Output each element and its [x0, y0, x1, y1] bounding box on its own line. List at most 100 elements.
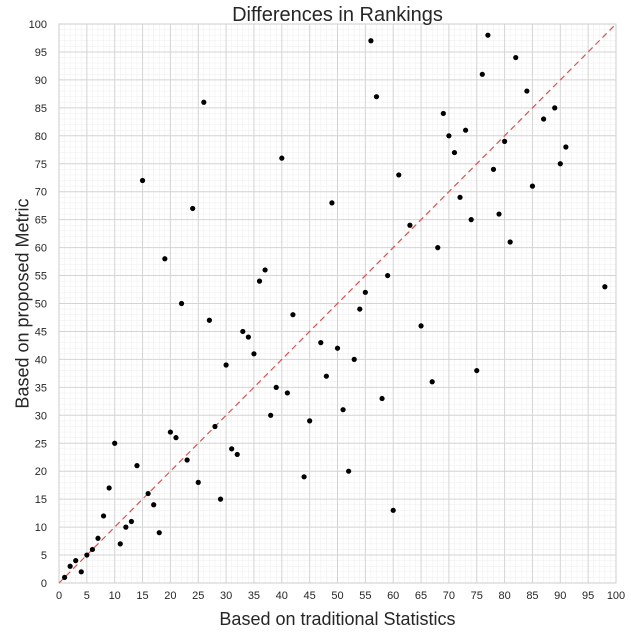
- data-point: [463, 127, 469, 133]
- y-tick-label: 60: [35, 243, 47, 255]
- data-point: [212, 423, 218, 430]
- y-tick-labels: 0 5 10 15 20 25 30 35 40 45 50 55 60 65 70 75 80 85 90 95 10…: [29, 19, 47, 590]
- data-point: [284, 390, 290, 396]
- y-tick-label: 30: [35, 410, 47, 422]
- data-point: [128, 518, 135, 525]
- data-point: [268, 412, 274, 418]
- x-tick-label: 65: [415, 590, 427, 602]
- data-point: [329, 200, 335, 206]
- data-point: [602, 284, 608, 290]
- data-point: [251, 351, 257, 357]
- data-point: [173, 435, 179, 441]
- y-tick-label: 15: [35, 494, 47, 506]
- data-point: [340, 407, 346, 413]
- major-grid: [58, 23, 617, 584]
- x-tick-label: 80: [498, 590, 510, 602]
- data-point: [390, 507, 396, 513]
- data-point: [279, 155, 285, 161]
- data-point: [451, 149, 458, 156]
- y-tick-label: 0: [41, 578, 47, 590]
- y-tick-label: 40: [35, 354, 47, 366]
- data-point: [123, 524, 129, 530]
- data-point: [385, 272, 391, 279]
- data-point: [368, 38, 374, 44]
- data-points: [61, 32, 608, 581]
- y-tick-label: 65: [35, 215, 47, 227]
- data-point: [100, 513, 107, 519]
- data-point: [557, 161, 563, 167]
- data-point: [334, 345, 341, 351]
- data-point: [507, 239, 513, 245]
- x-tick-label: 40: [276, 590, 288, 602]
- data-point: [78, 569, 84, 575]
- data-point: [563, 144, 569, 150]
- data-point: [318, 340, 324, 346]
- data-point: [273, 384, 279, 390]
- data-point: [256, 278, 263, 284]
- data-point: [262, 267, 268, 273]
- x-tick-label: 60: [387, 590, 399, 602]
- x-tick-label: 75: [471, 590, 483, 602]
- x-tick-label: 50: [331, 590, 343, 602]
- data-point: [440, 110, 446, 117]
- data-point: [346, 468, 352, 474]
- data-point: [468, 217, 474, 223]
- data-point: [134, 463, 140, 469]
- y-tick-label: 45: [35, 326, 47, 338]
- data-point: [151, 502, 157, 508]
- data-point: [496, 211, 502, 217]
- x-axis-title: Based on traditional Statistics: [219, 609, 455, 629]
- y-tick-label: 95: [35, 47, 47, 59]
- data-point: [485, 32, 491, 38]
- y-tick-label: 10: [35, 522, 47, 534]
- y-axis-title: Based on proposed Metric: [12, 198, 32, 408]
- data-point: [223, 362, 229, 368]
- x-tick-label: 30: [220, 590, 232, 602]
- data-point: [195, 479, 201, 485]
- x-tick-label: 25: [192, 590, 204, 602]
- x-tick-label: 55: [359, 590, 371, 602]
- y-tick-label: 20: [35, 466, 47, 478]
- data-point: [552, 105, 558, 111]
- y-tick-label: 5: [41, 550, 47, 562]
- y-tick-label: 55: [35, 271, 47, 283]
- x-tick-label: 10: [109, 590, 121, 602]
- data-point: [323, 373, 329, 379]
- y-tick-label: 80: [35, 131, 47, 143]
- data-point: [178, 300, 185, 307]
- x-tick-label: 45: [304, 590, 316, 602]
- data-point: [490, 166, 497, 172]
- data-point: [429, 379, 435, 385]
- data-point: [301, 474, 307, 480]
- x-tick-label: 35: [248, 590, 260, 602]
- data-point: [373, 94, 380, 100]
- y-tick-label: 70: [35, 187, 47, 199]
- y-tick-label: 50: [35, 299, 47, 311]
- data-point: [245, 334, 251, 340]
- data-point: [307, 418, 313, 424]
- data-point: [474, 367, 480, 374]
- data-point: [357, 306, 363, 312]
- data-point: [524, 88, 530, 94]
- data-point: [502, 138, 508, 144]
- x-tick-label: 95: [582, 590, 594, 602]
- data-point: [513, 54, 519, 61]
- data-point: [61, 574, 68, 581]
- data-point: [407, 222, 413, 228]
- data-point: [435, 245, 441, 251]
- data-point: [418, 323, 424, 329]
- y-tick-label: 35: [35, 382, 47, 394]
- y-tick-label: 100: [29, 19, 47, 31]
- data-point: [351, 356, 357, 362]
- x-tick-label: 100: [607, 590, 625, 602]
- data-point: [73, 558, 79, 564]
- x-tick-label: 0: [56, 590, 62, 602]
- data-point: [457, 194, 463, 200]
- data-point: [95, 535, 101, 541]
- data-point: [190, 205, 196, 212]
- x-tick-label: 15: [136, 590, 148, 602]
- x-tick-label: 85: [526, 590, 538, 602]
- data-point: [479, 71, 485, 77]
- y-tick-label: 25: [35, 438, 47, 450]
- data-point: [217, 496, 224, 502]
